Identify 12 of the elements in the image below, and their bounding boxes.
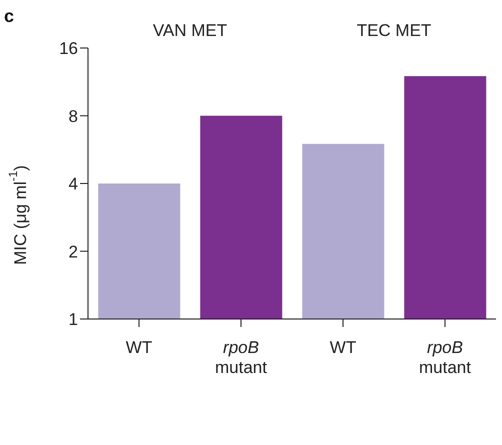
x-tick-label: WT <box>330 338 356 357</box>
text: TEC MET <box>356 21 432 40</box>
y-tick-label: 16 <box>59 39 78 58</box>
y-tick-label: 1 <box>68 310 78 330</box>
y-tick-label: 4 <box>68 174 78 194</box>
y-tick-label: 2 <box>68 242 78 262</box>
text: VAN MET <box>152 21 228 40</box>
y-tick-label: 8 <box>68 106 78 126</box>
x-tick-label: WT <box>126 338 152 357</box>
text: c <box>4 6 14 26</box>
x-tick-label: rpoB mutant <box>419 338 472 377</box>
x-tick-label: rpoB mutant <box>215 338 268 377</box>
